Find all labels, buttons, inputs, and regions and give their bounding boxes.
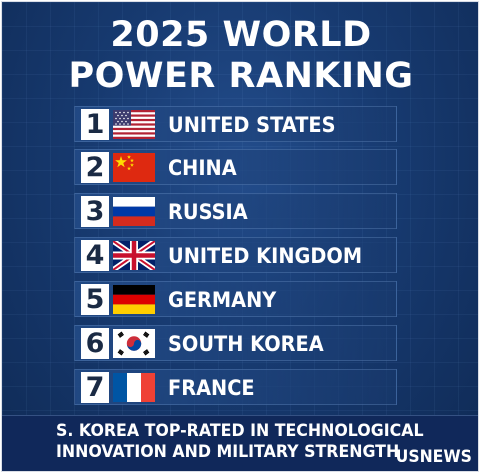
ranking-row: 3 RUSSIA	[74, 193, 397, 229]
ranking-row: 2 CHINA	[74, 149, 397, 185]
rank-number: 6	[81, 328, 109, 359]
country-name: FRANCE	[168, 376, 255, 400]
rank-number: 4	[81, 240, 109, 271]
ranking-row: 4 UNITED KINGDOM	[74, 237, 397, 273]
rank-number: 5	[81, 284, 109, 315]
country-name: RUSSIA	[168, 200, 248, 224]
france-flag-icon	[113, 373, 155, 402]
south-korea-flag-icon	[113, 329, 155, 358]
uk-flag-icon	[113, 241, 155, 270]
germany-flag-icon	[113, 285, 155, 314]
rank-number: 3	[81, 196, 109, 227]
title-line-2: POWER RANKING	[68, 56, 414, 96]
footer-caption-line-1: S. KOREA TOP-RATED IN TECHNOLOGICAL	[56, 421, 424, 441]
china-flag-icon	[113, 153, 155, 182]
country-name: UNITED KINGDOM	[168, 244, 363, 268]
russia-flag-icon	[113, 197, 155, 226]
title-line-1: 2025 WORLD	[110, 15, 372, 55]
footer-caption-line-2: INNOVATION AND MILITARY STRENGTH	[56, 442, 400, 462]
country-name: GERMANY	[168, 288, 277, 312]
country-name: SOUTH KOREA	[168, 332, 324, 356]
ranking-row: 1	[74, 106, 397, 142]
us-flag-icon	[113, 110, 155, 139]
rank-number: 7	[81, 372, 109, 403]
country-name: CHINA	[168, 156, 237, 180]
brand-logo: USNEWS	[395, 447, 472, 467]
rank-number: 1	[81, 109, 109, 140]
country-name: UNITED STATES	[168, 113, 336, 137]
footer-banner: S. KOREA TOP-RATED IN TECHNOLOGICAL INNO…	[2, 415, 478, 471]
ranking-row: 5 GERMANY	[74, 281, 397, 317]
ranking-row: 6 SOUTH KOREA	[74, 325, 397, 361]
ranking-row: 7 FRANCE	[74, 369, 397, 405]
rank-number: 2	[81, 152, 109, 183]
